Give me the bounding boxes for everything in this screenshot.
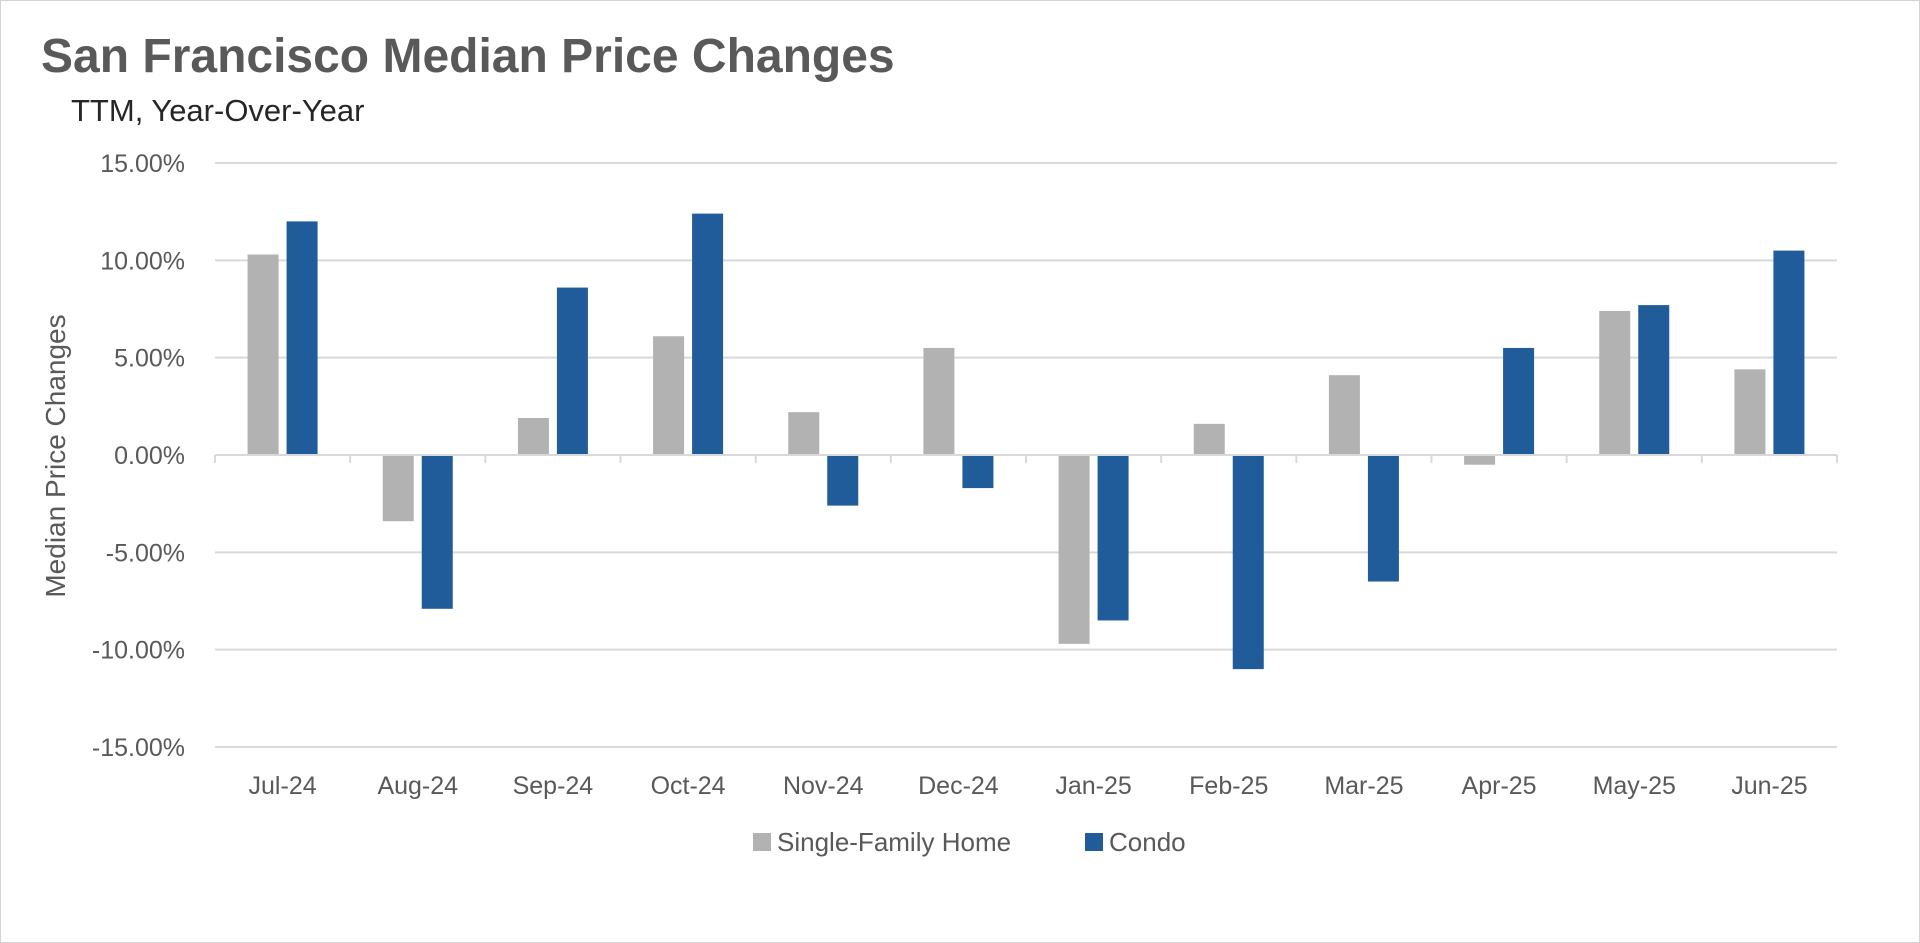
y-tick-label: 10.00%: [100, 247, 185, 275]
bar-condo-9: [1503, 347, 1535, 455]
x-tick-label: Mar-25: [1324, 772, 1403, 800]
bar-condo-11: [1773, 250, 1805, 455]
bar-single-family-4: [788, 412, 820, 455]
bar-condo-6: [1097, 455, 1129, 621]
grid-lines: [215, 162, 1837, 748]
x-tick-label: Apr-25: [1462, 772, 1537, 800]
legend-label-single-family: Single-Family Home: [777, 827, 1011, 857]
x-tick-label: May-25: [1593, 772, 1676, 800]
y-tick-label: -15.00%: [92, 734, 185, 762]
legend-swatch-single-family: [753, 833, 771, 851]
bar-single-family-1: [382, 455, 414, 522]
bar-condo-0: [286, 221, 318, 455]
bar-single-family-11: [1734, 369, 1766, 455]
bar-condo-10: [1638, 305, 1670, 455]
bar-single-family-3: [653, 336, 685, 455]
y-tick-label: 0.00%: [114, 442, 185, 470]
x-tick-label: Sep-24: [513, 772, 594, 800]
bar-condo-2: [556, 287, 588, 455]
chart-subtitle: TTM, Year-Over-Year: [71, 93, 365, 128]
bar-single-family-10: [1599, 310, 1631, 455]
bar-single-family-8: [1328, 375, 1360, 455]
y-axis-ticks: 15.00% 10.00% 5.00% 0.00% -5.00% -10.00% -15.0…: [92, 150, 185, 762]
y-tick-label: 5.00%: [114, 345, 185, 373]
x-tick-label: Jan-25: [1055, 772, 1131, 800]
bar-single-family-9: [1464, 455, 1496, 465]
bar-single-family-2: [517, 418, 549, 455]
x-tick-label: Nov-24: [783, 772, 864, 800]
bar-condo-3: [692, 213, 724, 455]
x-tick-label: Dec-24: [918, 772, 999, 800]
bar-single-family-7: [1193, 423, 1225, 455]
legend: Single-Family Home Condo: [753, 827, 1186, 857]
bars: [247, 213, 1805, 670]
legend-label-condo: Condo: [1109, 827, 1186, 857]
x-tick-label: Feb-25: [1189, 772, 1268, 800]
x-tick-label: Jun-25: [1731, 772, 1807, 800]
y-tick-label: -10.00%: [92, 637, 185, 665]
bar-condo-7: [1232, 455, 1264, 670]
legend-swatch-condo: [1085, 833, 1103, 851]
chart-title: San Francisco Median Price Changes: [41, 30, 895, 83]
bar-condo-1: [421, 455, 453, 609]
x-axis: [214, 454, 1838, 463]
x-tick-label: Aug-24: [377, 772, 458, 800]
bar-condo-5: [962, 455, 994, 489]
y-tick-label: -5.00%: [106, 539, 185, 567]
bar-condo-8: [1367, 455, 1399, 582]
bar-single-family-0: [247, 254, 279, 455]
x-tick-label: Jul-24: [249, 772, 317, 800]
bar-single-family-5: [923, 347, 955, 455]
bar-condo-4: [827, 455, 859, 506]
y-axis-label: Median Price Changes: [40, 314, 71, 597]
y-tick-label: 15.00%: [100, 150, 185, 178]
x-tick-label: Oct-24: [651, 772, 726, 800]
bar-single-family-6: [1058, 455, 1090, 644]
x-axis-ticks: Jul-24 Aug-24 Sep-24 Oct-24 Nov-24 Dec-24 Jan-…: [249, 772, 1808, 800]
